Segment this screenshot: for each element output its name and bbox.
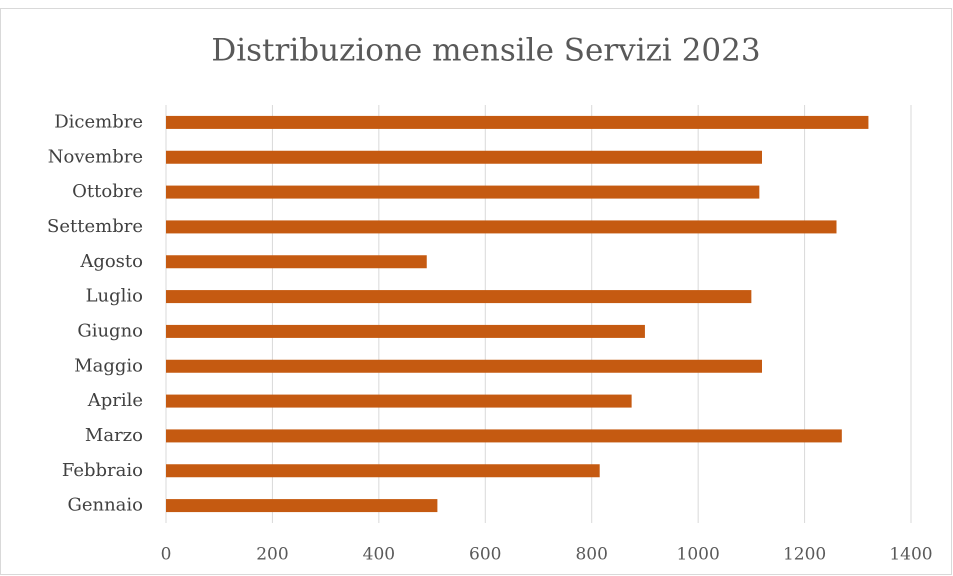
y-tick-label: Novembre [48, 146, 143, 167]
bar [166, 115, 869, 129]
bar [166, 499, 438, 513]
x-tick-label: 600 [469, 545, 501, 565]
x-tick-label: 400 [363, 545, 395, 565]
bar [166, 290, 752, 304]
y-tick-label: Febbraio [62, 460, 143, 481]
bar [166, 324, 645, 338]
y-tick-label: Gennaio [67, 495, 143, 516]
bar [166, 150, 762, 164]
y-tick-label: Settembre [47, 216, 143, 237]
bar [166, 429, 842, 443]
bar [166, 359, 762, 373]
x-tick-label: 0 [161, 545, 172, 565]
x-tick-label: 800 [575, 545, 607, 565]
y-tick-label: Ottobre [72, 181, 143, 202]
chart-title: Distribuzione mensile Servizi 2023 [211, 33, 760, 69]
bar [166, 394, 632, 408]
y-tick-label: Marzo [85, 425, 143, 446]
y-tick-label: Giugno [77, 320, 143, 341]
y-tick-label: Dicembre [54, 111, 143, 132]
bar [166, 185, 760, 199]
y-tick-label: Maggio [74, 355, 143, 376]
bar [166, 255, 427, 269]
y-tick-label: Luglio [86, 286, 143, 307]
bar [166, 464, 600, 478]
x-tick-label: 1000 [677, 545, 720, 565]
x-tick-label: 200 [256, 545, 288, 565]
x-tick-label: 1200 [783, 545, 826, 565]
y-tick-label: Agosto [79, 251, 143, 272]
y-tick-label: Aprile [87, 390, 143, 411]
x-tick-label: 1400 [889, 545, 932, 565]
bar [166, 220, 837, 234]
